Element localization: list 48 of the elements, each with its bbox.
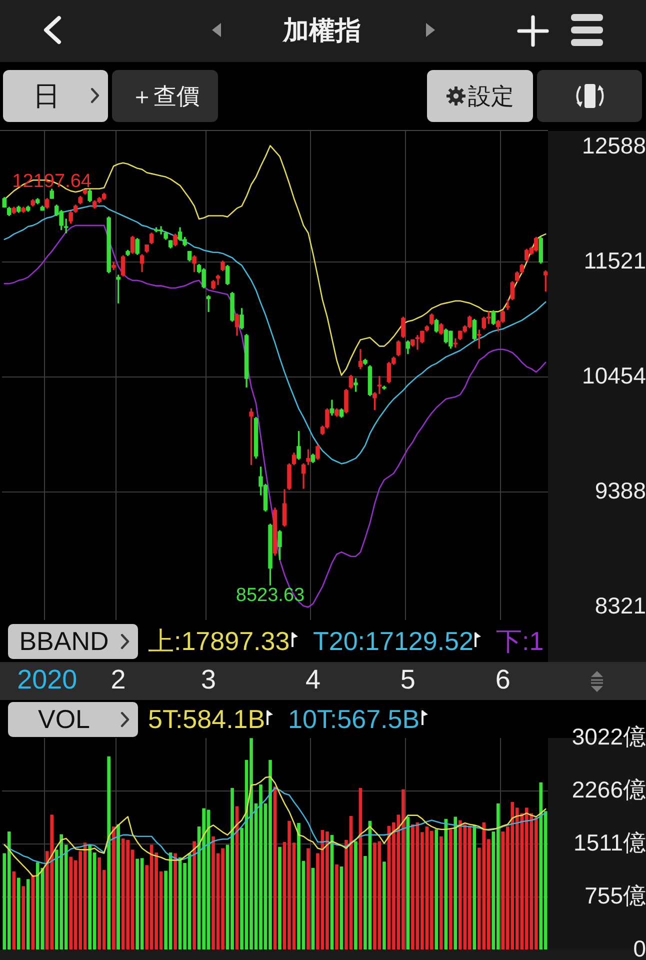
bar	[107, 756, 110, 950]
x-tick-label: 6	[495, 664, 510, 695]
chart-title: 加權指	[283, 14, 361, 46]
text: 上:17897.33	[148, 625, 290, 657]
y-tick-label: 1511億	[574, 829, 646, 856]
button: 設定	[427, 70, 533, 122]
series-label: 5T:584.1B	[148, 703, 266, 735]
button: BBAND	[8, 624, 138, 659]
text: 10T:567.5B	[288, 703, 420, 735]
button: 日	[3, 70, 108, 122]
y-tick-label: 2266億	[572, 776, 646, 802]
x-tick-label: 2	[110, 664, 126, 695]
bar	[22, 886, 26, 950]
bar	[306, 848, 310, 950]
bar	[16, 878, 20, 950]
y-tick-label: 3022億	[572, 723, 646, 750]
y-tick-label: 10454	[582, 362, 646, 388]
text: 下:1	[496, 625, 544, 657]
bar	[174, 853, 177, 950]
x-tick-label: 4	[305, 664, 320, 695]
x-tick-label: 2020	[17, 664, 78, 695]
text: T20:17129.52	[313, 625, 474, 657]
bar	[26, 879, 30, 950]
x-tick-label: 5	[400, 664, 416, 695]
button: ＋查價	[112, 70, 218, 122]
bar	[382, 862, 386, 950]
y-tick-label: 8321	[594, 592, 646, 618]
y-tick-label: 12588	[582, 132, 646, 158]
y-tick-label: 11521	[584, 247, 646, 274]
bar	[278, 846, 282, 950]
bar	[116, 824, 120, 950]
bar	[449, 829, 452, 950]
annotation: 12197.64	[12, 170, 92, 192]
bar	[311, 868, 315, 950]
x-tick-label: 3	[201, 664, 216, 695]
bar	[31, 874, 35, 950]
bar	[472, 825, 476, 950]
bar	[340, 866, 344, 950]
bar	[335, 864, 338, 950]
bar	[434, 829, 438, 950]
y-tick-label: 9388	[594, 477, 646, 504]
y-tick-label: 0	[633, 935, 646, 960]
y-tick-label: 755億	[584, 882, 646, 908]
button: VOL	[8, 702, 138, 737]
bar	[192, 841, 196, 950]
bar	[12, 871, 16, 950]
bar	[354, 841, 358, 950]
bar	[440, 836, 443, 950]
